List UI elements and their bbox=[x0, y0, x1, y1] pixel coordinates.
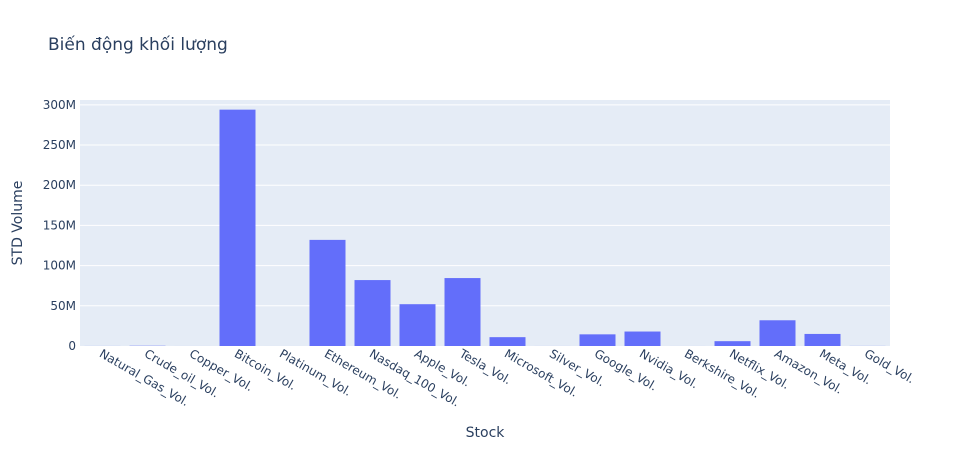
y-tick-label: 250M bbox=[43, 138, 76, 152]
y-tick-label: 0 bbox=[68, 339, 76, 353]
bar[interactable] bbox=[400, 304, 436, 346]
x-axis-title: Stock bbox=[466, 425, 506, 441]
y-tick-label: 50M bbox=[50, 299, 76, 313]
plot-area bbox=[80, 100, 890, 346]
chart-title: Biến động khối lượng bbox=[48, 34, 228, 55]
bar[interactable] bbox=[715, 341, 751, 346]
y-tick-label: 100M bbox=[43, 259, 76, 273]
bar[interactable] bbox=[490, 337, 526, 346]
bar[interactable] bbox=[220, 110, 256, 346]
bar[interactable] bbox=[445, 278, 481, 346]
y-tick-label: 300M bbox=[43, 98, 76, 112]
bar[interactable] bbox=[355, 280, 391, 346]
y-tick-label: 150M bbox=[43, 218, 76, 232]
bar[interactable] bbox=[805, 334, 841, 346]
y-axis-title: STD Volume bbox=[10, 181, 26, 266]
bar[interactable] bbox=[625, 332, 661, 346]
y-tick-label: 200M bbox=[43, 178, 76, 192]
bar[interactable] bbox=[760, 320, 796, 346]
bar[interactable] bbox=[310, 240, 346, 346]
bar[interactable] bbox=[580, 334, 616, 346]
